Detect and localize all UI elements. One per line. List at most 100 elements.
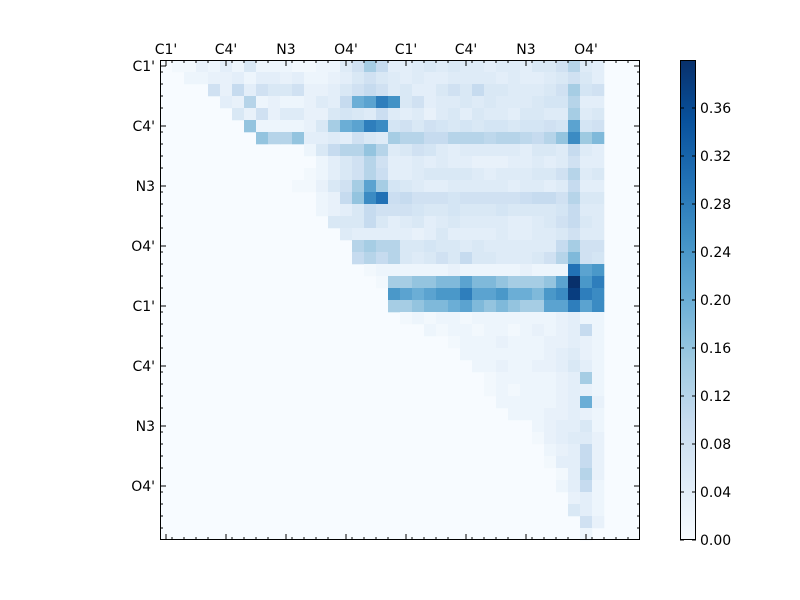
heatmap-cell: [412, 132, 425, 145]
colorbar-tick-label: 0.20: [700, 293, 731, 309]
heatmap-cell: [400, 312, 413, 325]
heatmap-cell: [580, 480, 593, 493]
heatmap-cell: [544, 192, 557, 205]
heatmap-cell: [364, 240, 377, 253]
heatmap-cell: [592, 336, 605, 349]
heatmap-cell: [328, 144, 341, 157]
heatmap-cell: [400, 180, 413, 193]
heatmap-cell: [532, 216, 545, 229]
heatmap-cell: [400, 144, 413, 157]
y-tick-label: C4': [132, 119, 155, 135]
heatmap-cell: [304, 168, 317, 181]
heatmap-cell: [340, 204, 353, 217]
heatmap-cell: [400, 288, 413, 301]
heatmap-cell: [580, 312, 593, 325]
heatmap-cell: [292, 108, 305, 121]
heatmap-cell: [388, 216, 401, 229]
heatmap-cell: [292, 84, 305, 97]
heatmap-cell: [568, 288, 581, 301]
colorbar-tick-label: 0.28: [700, 197, 731, 213]
heatmap-cell: [556, 480, 569, 493]
heatmap-cell: [280, 132, 293, 145]
heatmap-cell: [496, 372, 509, 385]
heatmap-cell: [460, 60, 473, 73]
heatmap-cell: [520, 396, 533, 409]
heatmap-cell: [556, 444, 569, 457]
heatmap-cell: [532, 120, 545, 133]
heatmap-cell: [388, 276, 401, 289]
heatmap-cell: [400, 84, 413, 97]
heatmap-cell: [544, 216, 557, 229]
heatmap-cell: [592, 480, 605, 493]
heatmap-cell: [400, 228, 413, 241]
heatmap-cell: [376, 204, 389, 217]
heatmap-cell: [568, 348, 581, 361]
heatmap-cell: [484, 168, 497, 181]
heatmap-cell: [532, 96, 545, 109]
heatmap-cell: [472, 192, 485, 205]
heatmap-cell: [592, 324, 605, 337]
heatmap-cell: [364, 192, 377, 205]
heatmap-cell: [364, 228, 377, 241]
heatmap-cell: [436, 72, 449, 85]
heatmap-cell: [556, 204, 569, 217]
heatmap-cell: [580, 84, 593, 97]
heatmap-cell: [508, 144, 521, 157]
heatmap-cell: [544, 432, 557, 445]
heatmap-cell: [388, 252, 401, 265]
heatmap-cell: [508, 384, 521, 397]
heatmap-cell: [268, 84, 281, 97]
heatmap-cell: [580, 384, 593, 397]
heatmap-cell: [544, 168, 557, 181]
heatmap-cell: [592, 360, 605, 373]
heatmap-cell: [424, 300, 437, 313]
heatmap-cell: [412, 168, 425, 181]
heatmap-cell: [340, 192, 353, 205]
heatmap-cell: [496, 264, 509, 277]
heatmap-cell: [328, 204, 341, 217]
heatmap-cell: [340, 132, 353, 145]
heatmap-cell: [508, 312, 521, 325]
heatmap-cell: [364, 96, 377, 109]
heatmap-cell: [292, 72, 305, 85]
heatmap-cell: [340, 108, 353, 121]
heatmap-cell: [352, 240, 365, 253]
heatmap-cell: [484, 276, 497, 289]
heatmap-cell: [568, 180, 581, 193]
heatmap-cell: [340, 144, 353, 157]
heatmap-cell: [376, 120, 389, 133]
heatmap-cell: [556, 360, 569, 373]
heatmap-cell: [556, 300, 569, 313]
heatmap-cell: [544, 204, 557, 217]
heatmap-cell: [532, 84, 545, 97]
heatmap-cell: [556, 288, 569, 301]
heatmap-cell: [424, 192, 437, 205]
heatmap-cell: [460, 204, 473, 217]
heatmap-cell: [268, 96, 281, 109]
heatmap-cell: [568, 84, 581, 97]
heatmap-cell: [556, 312, 569, 325]
heatmap-cell: [436, 252, 449, 265]
heatmap-cell: [244, 84, 257, 97]
heatmap-cell: [412, 204, 425, 217]
heatmap-cell: [436, 300, 449, 313]
heatmap-cell: [376, 264, 389, 277]
heatmap-cell: [508, 192, 521, 205]
heatmap-cell: [520, 168, 533, 181]
heatmap-cell: [568, 264, 581, 277]
heatmap-cell: [460, 312, 473, 325]
heatmap-cell: [328, 72, 341, 85]
heatmap-cell: [472, 96, 485, 109]
heatmap-cell: [580, 60, 593, 73]
heatmap-cell: [520, 144, 533, 157]
heatmap-cell: [520, 216, 533, 229]
heatmap-cell: [580, 300, 593, 313]
heatmap-cell: [484, 384, 497, 397]
heatmap-cell: [280, 96, 293, 109]
heatmap-cell: [220, 96, 233, 109]
heatmap-cell: [460, 228, 473, 241]
heatmap-cell: [472, 156, 485, 169]
heatmap-cell: [592, 132, 605, 145]
heatmap-cell: [520, 84, 533, 97]
heatmap-cell: [544, 408, 557, 421]
